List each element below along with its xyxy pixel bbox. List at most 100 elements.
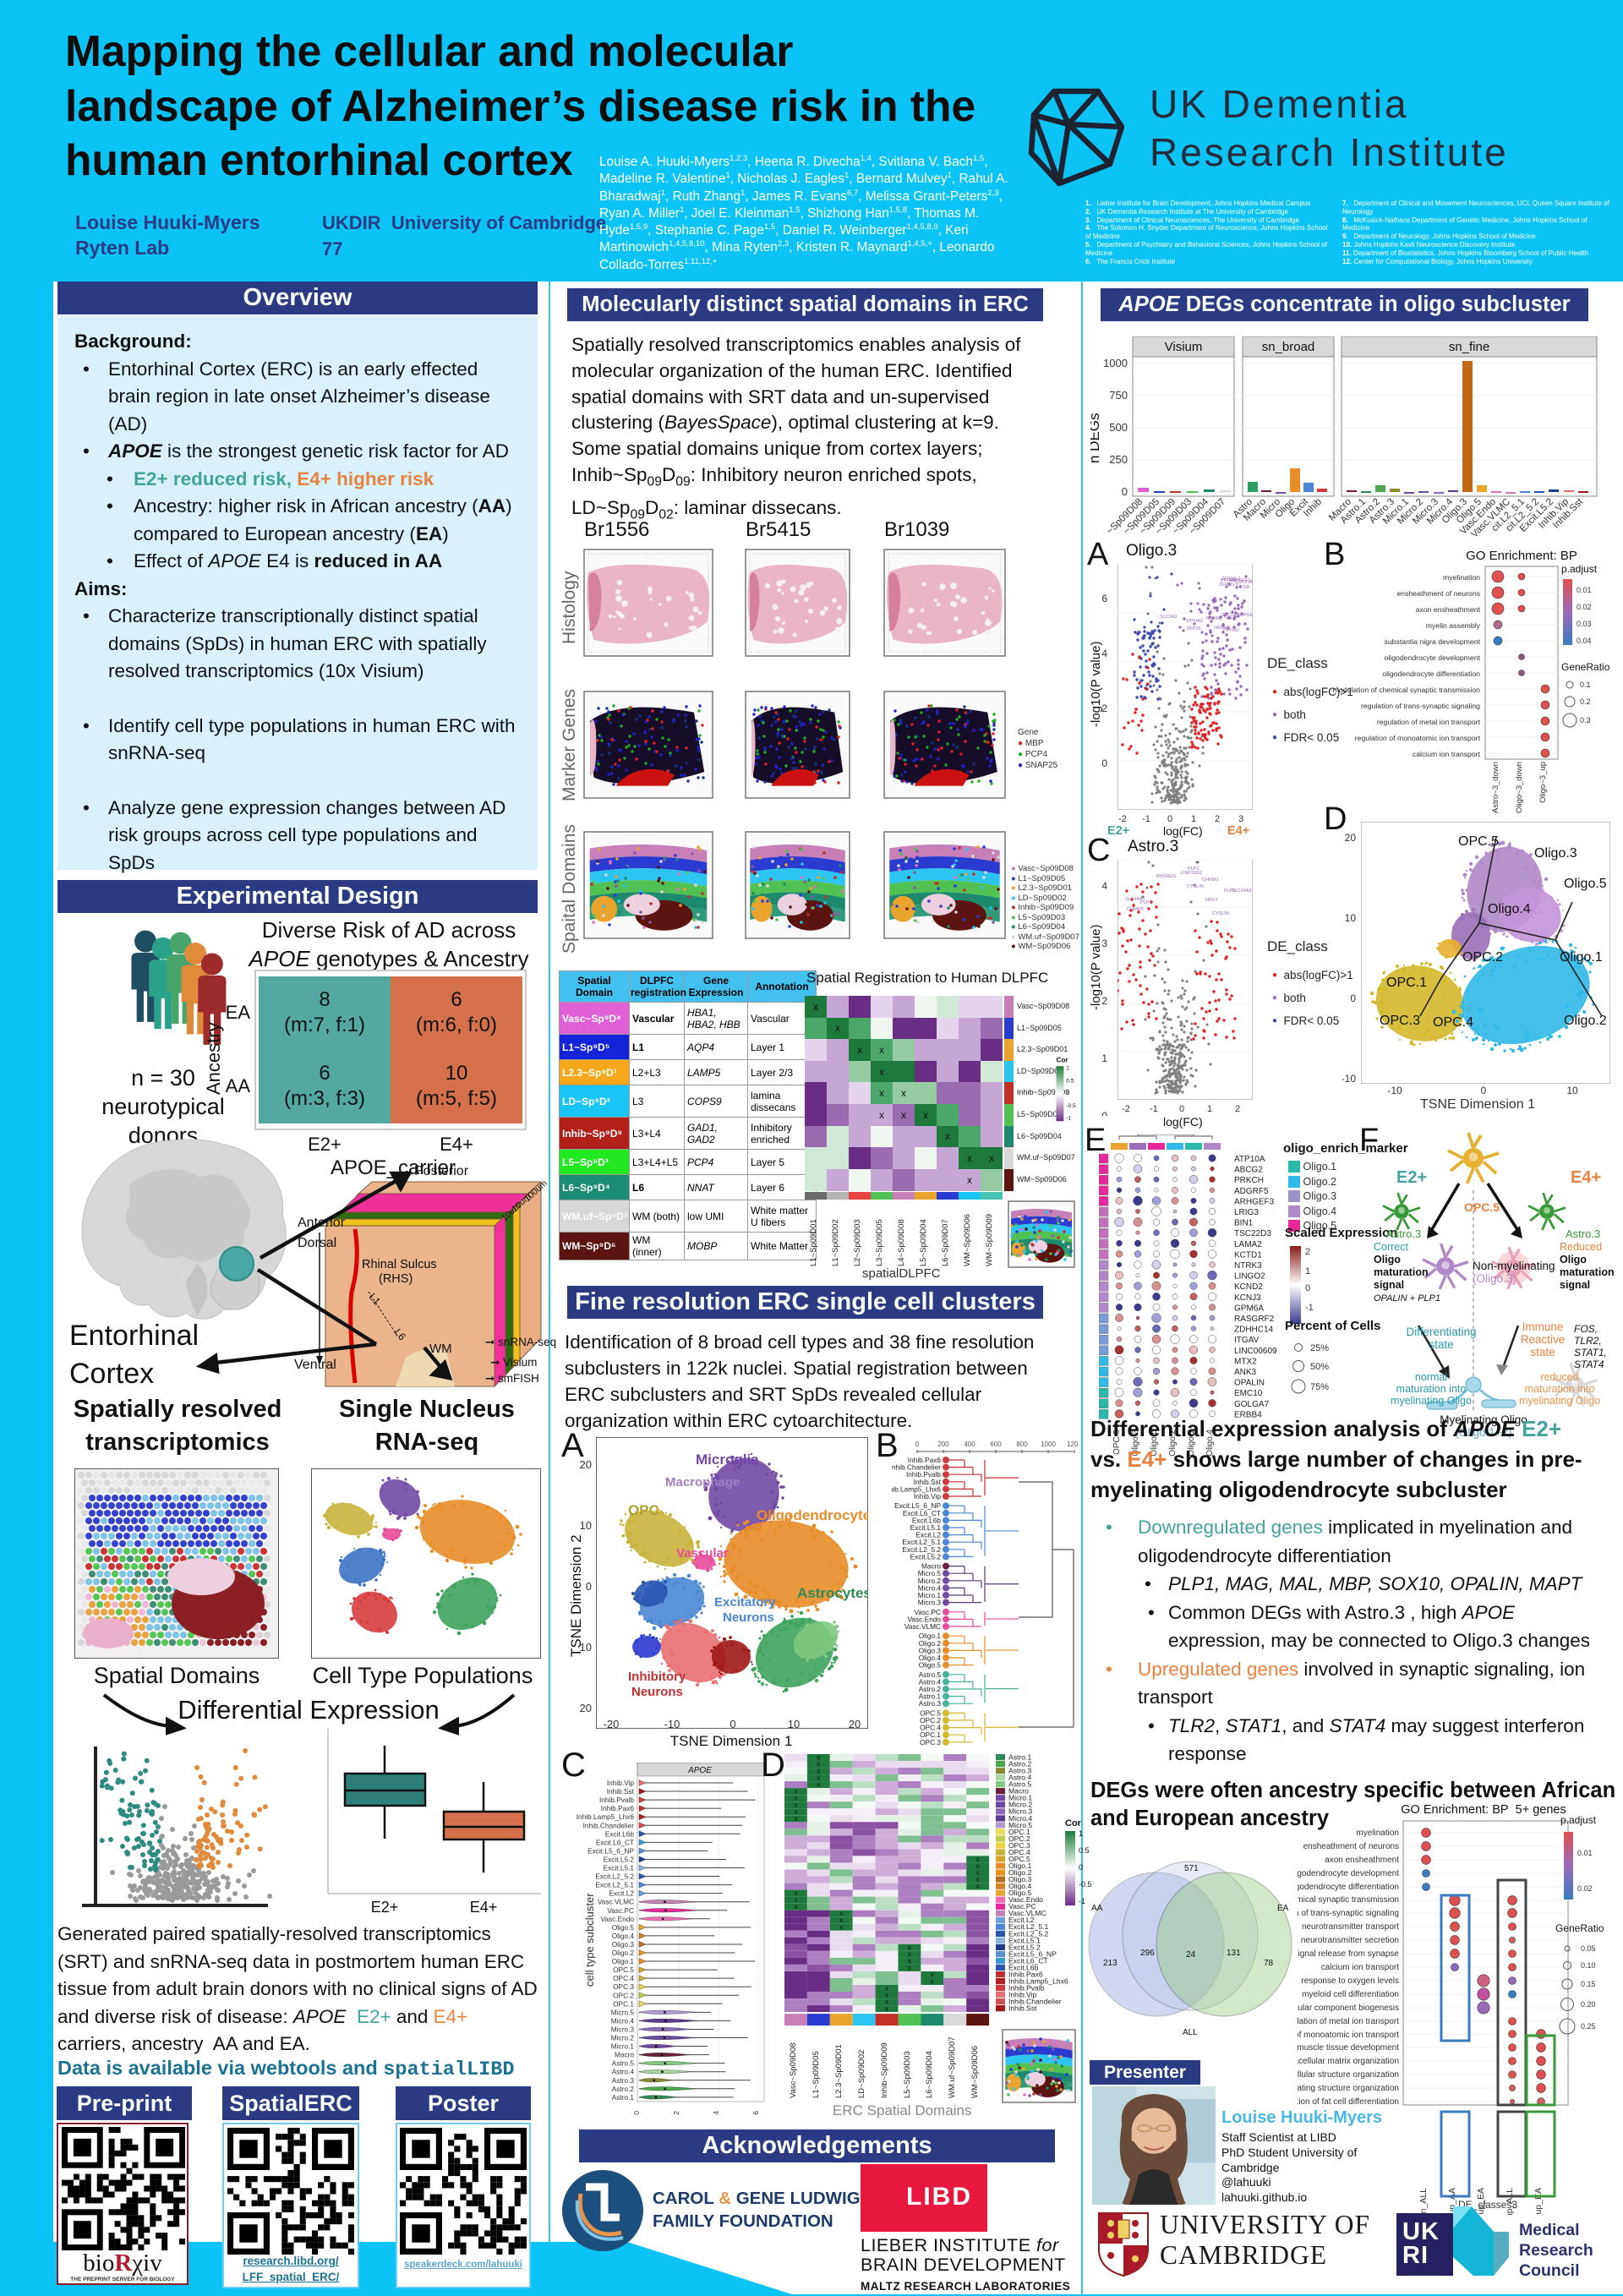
svg-text:n DEGs: n DEGs xyxy=(1090,413,1102,463)
svg-text:Astro.3: Astro.3 xyxy=(612,2076,635,2085)
svg-text:GO Enrichment: BP: GO Enrichment: BP xyxy=(1466,549,1577,563)
svg-text:0.01: 0.01 xyxy=(1577,586,1592,594)
svg-text:(m:5, f:5): (m:5, f:5) xyxy=(416,1087,497,1110)
svg-text:Inhib~Sp09D09: Inhib~Sp09D09 xyxy=(880,2042,889,2098)
svg-text:WM~Sp09D06: WM~Sp09D06 xyxy=(963,1214,972,1266)
svg-text:-20: -20 xyxy=(604,1718,620,1730)
svg-text:OPC.3: OPC.3 xyxy=(920,1738,941,1746)
svg-text:6: 6 xyxy=(1101,593,1107,604)
svg-text:LD~Sp09D02: LD~Sp09D02 xyxy=(857,2050,866,2098)
svg-text:Inhib.Sst: Inhib.Sst xyxy=(607,1787,635,1796)
svg-text:sn_fine: sn_fine xyxy=(1449,340,1489,354)
svg-text:L6~Sp09D04: L6~Sp09D04 xyxy=(925,2051,934,2098)
svg-text:x: x xyxy=(835,1022,840,1034)
svg-text:axon ensheathment: axon ensheathment xyxy=(1416,605,1481,614)
svg-text:x: x xyxy=(901,1087,906,1099)
svg-text:x: x xyxy=(857,1044,862,1056)
svg-text:Micro.3: Micro.3 xyxy=(611,2025,635,2033)
svg-text:x: x xyxy=(976,1883,980,1890)
svg-text:OPC.1: OPC.1 xyxy=(613,1999,634,2008)
svg-text:Micro.3: Micro.3 xyxy=(918,1599,942,1607)
svg-text:1: 1 xyxy=(1191,814,1196,824)
svg-text:10: 10 xyxy=(445,1062,468,1085)
svg-text:x: x xyxy=(967,1174,972,1186)
svg-text:1200: 1200 xyxy=(1067,1441,1078,1448)
svg-text:regulation of metal ion transp: regulation of metal ion transport xyxy=(1377,718,1481,726)
svg-text:E2+: E2+ xyxy=(371,1899,399,1916)
svg-text:SLC2A3: SLC2A3 xyxy=(1221,613,1239,618)
svg-text:Astro.4: Astro.4 xyxy=(612,2068,635,2076)
svg-text:Vasc.Endo: Vasc.Endo xyxy=(600,1915,634,1923)
svg-text:6: 6 xyxy=(451,988,462,1011)
svg-text:(m:3, f:3): (m:3, f:3) xyxy=(284,1087,365,1110)
svg-text:Inhib.Pax6: Inhib.Pax6 xyxy=(601,1804,635,1812)
svg-text:OPC.2: OPC.2 xyxy=(613,1991,634,1999)
svg-text:Oligo.5: Oligo.5 xyxy=(919,1661,942,1670)
svg-text:x: x xyxy=(923,1109,928,1121)
svg-text:0.2: 0.2 xyxy=(1580,697,1591,706)
svg-text:ZFP36L1: ZFP36L1 xyxy=(1221,577,1241,582)
svg-text:WM~Sp09D09: WM~Sp09D09 xyxy=(985,1214,994,1266)
svg-text:-2: -2 xyxy=(1118,814,1127,824)
svg-text:NRXN3: NRXN3 xyxy=(1206,616,1222,621)
svg-text:0: 0 xyxy=(1079,1863,1083,1872)
svg-text:sn_broad: sn_broad xyxy=(1262,340,1315,354)
svg-text:ZFP36: ZFP36 xyxy=(1187,626,1201,631)
svg-text:10: 10 xyxy=(788,1718,800,1730)
svg-text:6: 6 xyxy=(751,2111,760,2115)
svg-text:L5~Sp09D04: L5~Sp09D04 xyxy=(919,1219,928,1266)
svg-text:Micro.2: Micro.2 xyxy=(611,2034,635,2042)
svg-text:Visium: Visium xyxy=(1165,340,1203,354)
svg-text:0: 0 xyxy=(1101,757,1107,769)
svg-text:0: 0 xyxy=(586,1580,592,1593)
svg-text:OPC.3: OPC.3 xyxy=(613,1982,634,1991)
svg-text:0.5: 0.5 xyxy=(1066,1078,1074,1084)
svg-text:Neurons: Neurons xyxy=(631,1685,683,1699)
svg-text:L5~Sp09D03: L5~Sp09D03 xyxy=(903,2051,912,2098)
svg-text:x: x xyxy=(839,1923,843,1931)
svg-text:Excit.L6b: Excit.L6b xyxy=(605,1829,635,1838)
svg-text:Vasc~Sp09D08: Vasc~Sp09D08 xyxy=(789,2042,798,2098)
svg-text:Astro.5: Astro.5 xyxy=(612,2059,635,2068)
svg-text:x: x xyxy=(879,1066,884,1078)
svg-text:1000: 1000 xyxy=(1041,1441,1056,1448)
svg-text:(m:6, f:0): (m:6, f:0) xyxy=(416,1014,497,1036)
svg-text:4: 4 xyxy=(712,2111,720,2115)
svg-text:0: 0 xyxy=(730,1718,735,1730)
svg-text:x: x xyxy=(931,1978,934,1986)
svg-text:x: x xyxy=(879,1087,884,1099)
svg-text:x: x xyxy=(813,1001,818,1013)
svg-text:Oligo~3_down: Oligo~3_down xyxy=(1515,762,1524,813)
svg-text:Inhib.Vip: Inhib.Vip xyxy=(914,1492,942,1501)
svg-text:Excit.L5.2: Excit.L5.2 xyxy=(910,1552,942,1561)
svg-text:WM~Sp09D06: WM~Sp09D06 xyxy=(970,2046,980,2098)
svg-text:Astro.1: Astro.1 xyxy=(612,2093,635,2102)
svg-text:Micro.1: Micro.1 xyxy=(611,2042,635,2051)
svg-text:ensheathment of neurons: ensheathment of neurons xyxy=(1396,589,1480,598)
svg-text:250: 250 xyxy=(1109,453,1128,466)
svg-text:FGB: FGB xyxy=(1240,585,1250,590)
svg-text:Excit.L5.1: Excit.L5.1 xyxy=(604,1864,635,1872)
svg-text:Oligodendrocytes: Oligodendrocytes xyxy=(757,1507,868,1523)
svg-text:x: x xyxy=(879,1044,884,1056)
svg-text:oligodendrocyte development: oligodendrocyte development xyxy=(1385,653,1481,662)
svg-text:800: 800 xyxy=(1016,1441,1028,1448)
svg-text:x: x xyxy=(945,1130,950,1142)
svg-text:Inhib.Pvalb: Inhib.Pvalb xyxy=(599,1796,634,1804)
svg-text:2: 2 xyxy=(672,2111,680,2115)
svg-text:Cor: Cor xyxy=(1065,1818,1082,1829)
svg-text:Oligo.1: Oligo.1 xyxy=(612,1957,635,1965)
svg-text:0: 0 xyxy=(1066,1091,1069,1096)
svg-text:Oligo.5: Oligo.5 xyxy=(612,1923,635,1932)
svg-text:myelination: myelination xyxy=(1443,573,1480,582)
svg-text:Ancestry: Ancestry xyxy=(203,1022,224,1095)
svg-text:-1: -1 xyxy=(1142,814,1150,824)
svg-text:Oligo.3: Oligo.3 xyxy=(612,1940,635,1949)
svg-text:Excitatory: Excitatory xyxy=(714,1595,776,1610)
svg-text:OPC.4: OPC.4 xyxy=(613,1974,634,1982)
svg-text:regulation of monoatomic ion t: regulation of monoatomic ion transport xyxy=(1355,734,1481,742)
svg-text:Inhib.Chandelier: Inhib.Chandelier xyxy=(583,1821,635,1829)
svg-text:Inhibitory: Inhibitory xyxy=(628,1670,686,1684)
svg-text:Excit.L2_5.1: Excit.L2_5.1 xyxy=(595,1881,634,1889)
svg-text:L2.3~Sp09D01: L2.3~Sp09D01 xyxy=(834,2044,844,2098)
